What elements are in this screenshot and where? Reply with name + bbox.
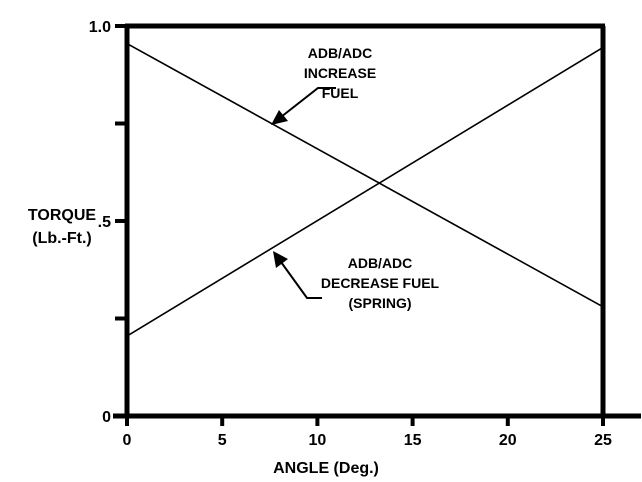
x-tick-label: 25 — [594, 432, 612, 449]
y-axis-label-line-2: (Lb.-Ft.) — [32, 230, 92, 247]
y-tick-label: 1.0 — [89, 19, 111, 36]
series-1-leader-line — [280, 87, 336, 118]
axis-ticks: 0 5 10 15 20 25 0 .5 1.0 — [89, 19, 612, 449]
y-tick-label: .5 — [98, 214, 111, 231]
y-axis-label-line-1: TORQUE — [28, 207, 96, 224]
series-2-line — [126, 46, 604, 337]
series-1-label-line-1: ADB/ADC — [308, 45, 373, 61]
plot-frame — [113, 23, 641, 419]
y-tick-label: 0 — [102, 409, 111, 426]
x-tick-label: 10 — [309, 432, 327, 449]
series-1-line — [126, 42, 604, 308]
series-lines — [126, 42, 604, 337]
x-tick-label: 20 — [499, 432, 517, 449]
series-1-label-line-2: INCREASE — [304, 65, 376, 81]
series-1-label-line-3: FUEL — [322, 85, 359, 101]
series-2-label-line-1: ADB/ADC — [348, 255, 413, 271]
series-2-label-line-2: DECREASE FUEL — [321, 275, 440, 291]
series-2-label-line-3: (SPRING) — [349, 295, 412, 311]
annotations — [271, 87, 336, 299]
series-2-leader-line — [280, 261, 322, 299]
series-1-arrowhead — [271, 110, 288, 125]
x-axis-label: ANGLE (Deg.) — [273, 460, 379, 477]
x-tick-label: 15 — [404, 432, 422, 449]
x-tick-label: 0 — [123, 432, 132, 449]
x-tick-label: 5 — [218, 432, 227, 449]
series-2-arrowhead — [273, 251, 288, 268]
